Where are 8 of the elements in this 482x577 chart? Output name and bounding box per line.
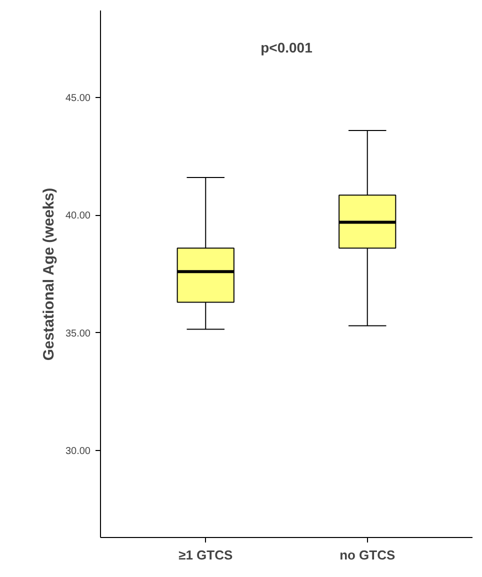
y-tick-label: 40.00 [65,210,91,222]
x-tick-label: no GTCS [340,548,396,562]
annotation: p<0.001 [260,40,313,56]
x-tick-label: ≥1 GTCS [178,548,234,562]
y-tick-label: 45.00 [65,93,91,104]
y-axis-title: Gestational Age (weeks) [40,188,58,361]
y-tick-label: 35.00 [65,328,91,340]
y-tick-label: 30.00 [65,446,91,457]
